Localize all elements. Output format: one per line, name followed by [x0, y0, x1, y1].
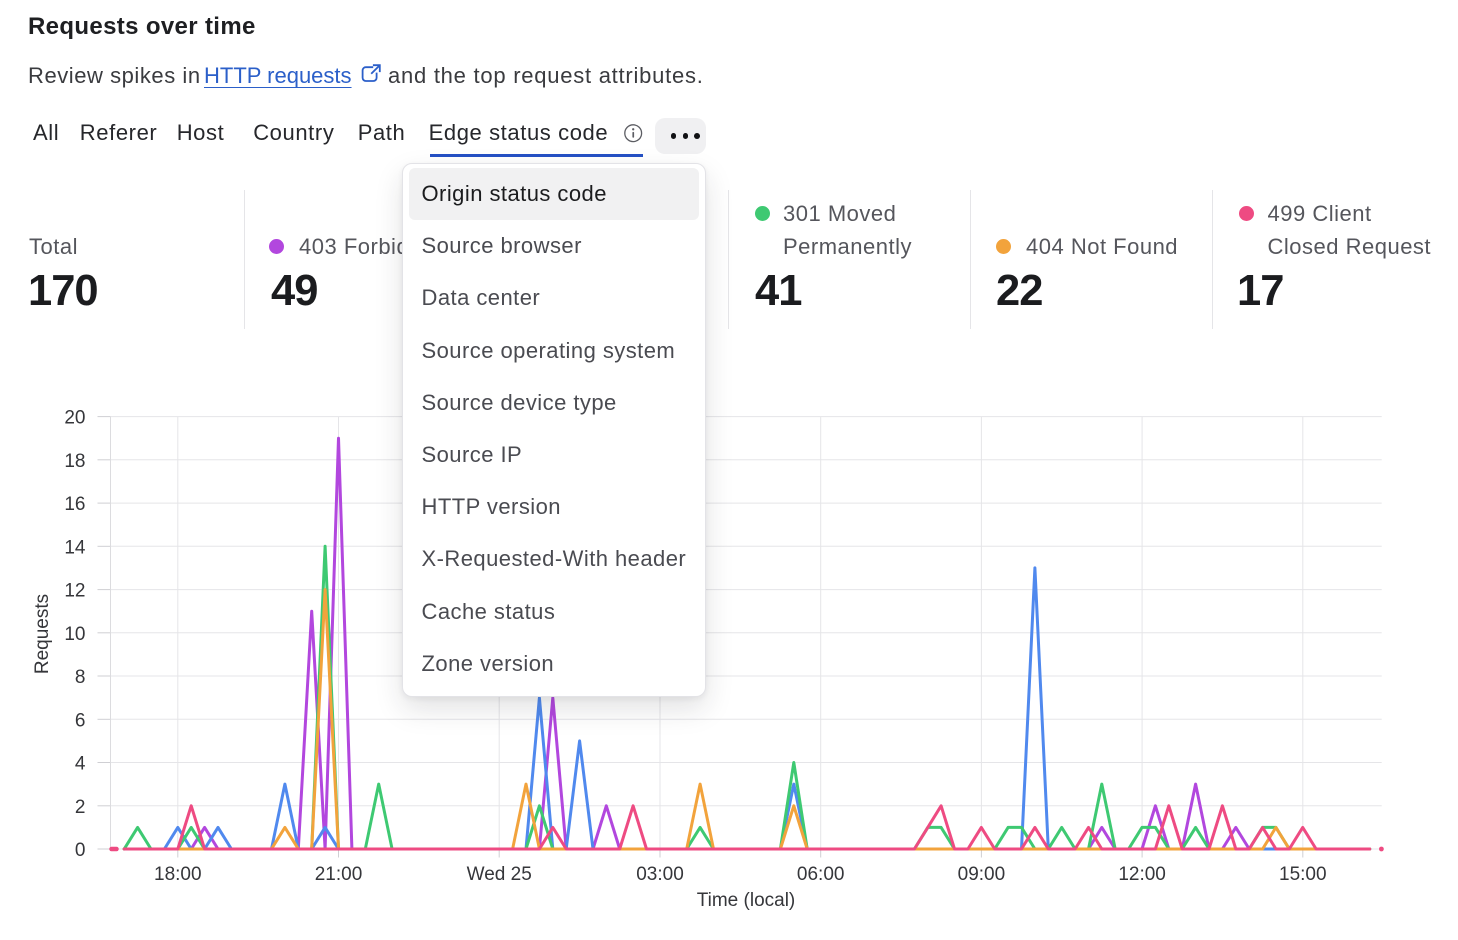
svg-text:06:00: 06:00: [797, 864, 845, 885]
svg-text:Wed 25: Wed 25: [467, 864, 532, 885]
svg-text:18:00: 18:00: [154, 864, 202, 885]
svg-text:12: 12: [64, 581, 85, 602]
svg-text:6: 6: [75, 710, 86, 731]
svg-text:2: 2: [75, 797, 86, 818]
svg-text:12:00: 12:00: [1118, 864, 1166, 885]
svg-text:16: 16: [64, 494, 85, 515]
svg-text:18: 18: [64, 451, 85, 472]
svg-text:Time (local): Time (local): [697, 890, 796, 911]
svg-text:15:00: 15:00: [1279, 864, 1327, 885]
svg-text:0: 0: [75, 840, 86, 861]
svg-text:20: 20: [64, 408, 85, 429]
svg-text:8: 8: [75, 667, 86, 688]
svg-text:Requests: Requests: [32, 594, 53, 674]
svg-text:21:00: 21:00: [315, 864, 363, 885]
svg-text:14: 14: [64, 537, 86, 558]
svg-text:03:00: 03:00: [636, 864, 684, 885]
svg-text:09:00: 09:00: [958, 864, 1006, 885]
svg-text:10: 10: [64, 624, 85, 645]
svg-text:4: 4: [75, 754, 86, 775]
